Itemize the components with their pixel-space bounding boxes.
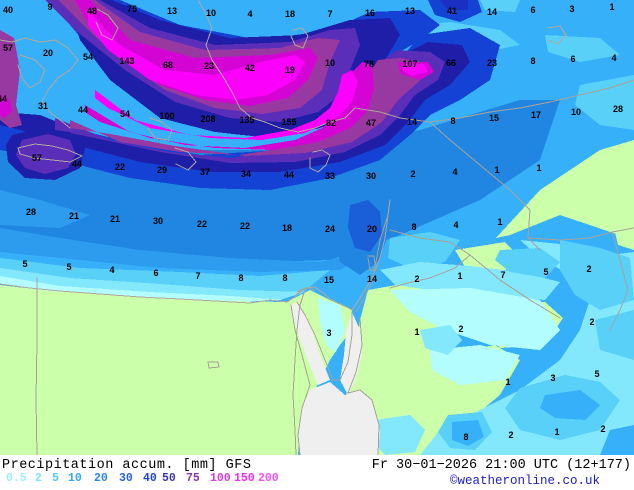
svg-text:7: 7 <box>500 270 505 280</box>
svg-text:24: 24 <box>325 224 335 234</box>
svg-text:1: 1 <box>414 327 419 337</box>
svg-text:44: 44 <box>0 94 7 104</box>
svg-text:33: 33 <box>325 171 335 181</box>
svg-text:30: 30 <box>366 171 376 181</box>
svg-text:1: 1 <box>457 271 462 281</box>
svg-text:23: 23 <box>204 61 214 71</box>
svg-text:1: 1 <box>609 2 614 12</box>
svg-text:2: 2 <box>508 430 513 440</box>
svg-text:21: 21 <box>110 214 120 224</box>
svg-text:29: 29 <box>157 165 167 175</box>
svg-text:28: 28 <box>26 207 36 217</box>
svg-text:57: 57 <box>3 43 13 53</box>
svg-text:19: 19 <box>285 65 295 75</box>
svg-text:6: 6 <box>153 268 158 278</box>
svg-text:7: 7 <box>327 9 332 19</box>
svg-text:40: 40 <box>3 5 13 15</box>
svg-text:15: 15 <box>324 275 334 285</box>
svg-text:8: 8 <box>411 222 416 232</box>
svg-text:4: 4 <box>453 220 458 230</box>
svg-text:5: 5 <box>22 259 27 269</box>
svg-text:68: 68 <box>163 60 173 70</box>
svg-text:47: 47 <box>366 118 376 128</box>
svg-text:2: 2 <box>600 424 605 434</box>
svg-text:14: 14 <box>407 117 417 127</box>
svg-text:8: 8 <box>238 273 243 283</box>
svg-text:15: 15 <box>489 113 499 123</box>
svg-text:41: 41 <box>447 6 457 16</box>
svg-text:20: 20 <box>367 224 377 234</box>
svg-text:21: 21 <box>69 211 79 221</box>
svg-text:42: 42 <box>245 63 255 73</box>
svg-text:4: 4 <box>611 53 616 63</box>
svg-text:22: 22 <box>115 162 125 172</box>
svg-text:30: 30 <box>153 216 163 226</box>
svg-text:3: 3 <box>550 373 555 383</box>
svg-text:14: 14 <box>367 274 377 284</box>
svg-text:8: 8 <box>463 432 468 442</box>
svg-text:44: 44 <box>72 159 82 169</box>
svg-text:5: 5 <box>543 267 548 277</box>
svg-text:17: 17 <box>531 110 541 120</box>
svg-text:143: 143 <box>119 56 134 66</box>
svg-text:2: 2 <box>410 169 415 179</box>
svg-text:22: 22 <box>240 221 250 231</box>
svg-text:2: 2 <box>586 264 591 274</box>
svg-text:75: 75 <box>127 4 137 14</box>
svg-text:5: 5 <box>594 369 599 379</box>
svg-text:23: 23 <box>487 58 497 68</box>
svg-text:22: 22 <box>197 219 207 229</box>
svg-text:48: 48 <box>87 6 97 16</box>
svg-text:2: 2 <box>589 317 594 327</box>
svg-text:10: 10 <box>206 8 216 18</box>
svg-text:3: 3 <box>326 328 331 338</box>
svg-text:4: 4 <box>109 265 114 275</box>
svg-text:13: 13 <box>167 6 177 16</box>
svg-text:5: 5 <box>66 262 71 272</box>
svg-text:1: 1 <box>554 427 559 437</box>
svg-text:57: 57 <box>32 153 42 163</box>
svg-text:8: 8 <box>530 56 535 66</box>
svg-text:1: 1 <box>497 217 502 227</box>
svg-text:44: 44 <box>78 105 88 115</box>
svg-text:54: 54 <box>83 52 93 62</box>
svg-text:1: 1 <box>536 163 541 173</box>
svg-text:20: 20 <box>43 48 53 58</box>
svg-text:208: 208 <box>200 114 215 124</box>
svg-text:14: 14 <box>487 7 497 17</box>
svg-text:4: 4 <box>452 167 457 177</box>
svg-text:135: 135 <box>239 115 254 125</box>
svg-text:4: 4 <box>247 9 252 19</box>
svg-text:34: 34 <box>241 169 251 179</box>
svg-text:82: 82 <box>326 118 336 128</box>
svg-text:54: 54 <box>120 109 130 119</box>
svg-text:16: 16 <box>365 8 375 18</box>
svg-text:100: 100 <box>159 111 174 121</box>
svg-text:28: 28 <box>613 104 623 114</box>
svg-text:6: 6 <box>570 54 575 64</box>
svg-text:1: 1 <box>505 377 510 387</box>
svg-text:2: 2 <box>414 274 419 284</box>
svg-text:7: 7 <box>195 271 200 281</box>
svg-text:37: 37 <box>200 167 210 177</box>
svg-text:2: 2 <box>458 324 463 334</box>
svg-text:6: 6 <box>530 5 535 15</box>
svg-text:107: 107 <box>402 59 417 69</box>
svg-text:78: 78 <box>364 59 374 69</box>
svg-text:10: 10 <box>571 107 581 117</box>
svg-text:18: 18 <box>282 223 292 233</box>
svg-text:3: 3 <box>569 4 574 14</box>
svg-text:8: 8 <box>450 116 455 126</box>
svg-text:155: 155 <box>281 117 296 127</box>
svg-text:31: 31 <box>38 101 48 111</box>
svg-text:10: 10 <box>325 58 335 68</box>
svg-text:8: 8 <box>282 273 287 283</box>
svg-text:13: 13 <box>405 6 415 16</box>
svg-text:9: 9 <box>47 2 52 12</box>
svg-text:44: 44 <box>284 170 294 180</box>
svg-text:66: 66 <box>446 58 456 68</box>
svg-text:18: 18 <box>285 9 295 19</box>
svg-text:1: 1 <box>494 165 499 175</box>
